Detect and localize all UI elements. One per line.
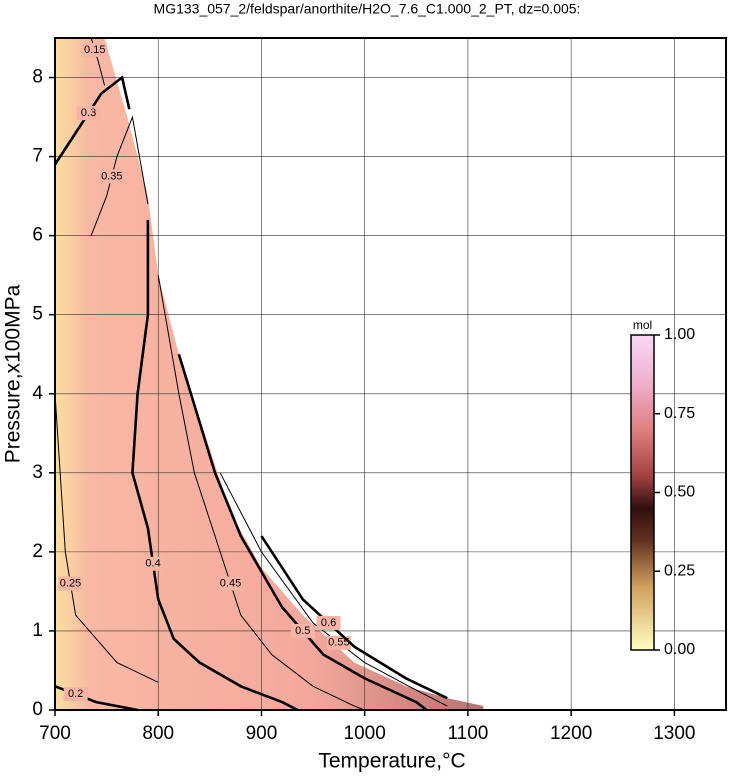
chart-title: MG133_057_2/feldspar/anorthite/H2O_7.6_C… — [154, 1, 581, 17]
y-tick-label: 2 — [32, 541, 43, 562]
contour-label-bg — [63, 687, 88, 702]
y-tick-label: 5 — [32, 304, 43, 325]
contour-label: 0.15 — [84, 44, 105, 56]
y-tick-label: 0 — [32, 699, 43, 720]
x-tick-label: 1100 — [447, 723, 488, 744]
contour-line — [90, 115, 149, 236]
x-tick-label: 1200 — [550, 723, 592, 744]
y-tick-label: 1 — [32, 620, 43, 641]
colorbar-tick-label: 0.25 — [664, 562, 695, 579]
contour-label: 0.4 — [145, 558, 160, 570]
contour-label-bg — [218, 576, 243, 591]
colorbar-tick-label: 1.00 — [664, 326, 695, 343]
x-tick-label: 900 — [246, 723, 278, 744]
contour-label: 0.5 — [295, 625, 310, 637]
y-tick-label: 7 — [32, 146, 43, 167]
colorbar — [630, 334, 655, 651]
colorbar-tick-label: 0.00 — [664, 641, 695, 658]
contour-label: 0.35 — [101, 170, 122, 182]
contour-label: 0.6 — [321, 617, 336, 629]
plot-frame — [54, 37, 727, 711]
contour-label-bg — [76, 106, 101, 121]
y-tick-label: 8 — [32, 67, 43, 88]
contour-line — [53, 75, 131, 166]
colorbar-tick-label: 0.50 — [664, 484, 695, 501]
data-region — [55, 38, 484, 710]
x-tick-label: 800 — [142, 723, 174, 744]
contour-label: 0.2 — [68, 688, 83, 700]
x-tick-label: 700 — [39, 723, 71, 744]
y-tick-label: 3 — [32, 462, 43, 483]
contour-label-bg — [99, 169, 124, 184]
colorbar-unit: mol — [633, 318, 652, 332]
contour-label: 0.55 — [328, 637, 349, 649]
contour-label-bg — [316, 616, 341, 631]
contour-label: 0.25 — [60, 577, 81, 589]
contour-line — [131, 219, 299, 712]
x-tick-label: 1300 — [653, 723, 695, 744]
contour-line — [260, 535, 448, 700]
y-axis-label: Pressure,x100MPa — [2, 284, 25, 463]
contour-label-bg — [141, 556, 166, 571]
contour-label-bg — [82, 42, 107, 57]
contour-line — [157, 275, 365, 711]
y-tick-label: 6 — [32, 225, 43, 246]
y-tick-label: 4 — [32, 383, 43, 404]
contour-label: 0.3 — [81, 107, 96, 119]
colorbar-tick-label: 0.75 — [664, 405, 695, 422]
x-tick-label: 1000 — [344, 723, 386, 744]
contour-label-bg — [58, 576, 83, 591]
contour-label: 0.45 — [220, 577, 241, 589]
contour-label-bg — [290, 623, 315, 638]
x-axis-label: Temperature,°C — [318, 750, 465, 773]
